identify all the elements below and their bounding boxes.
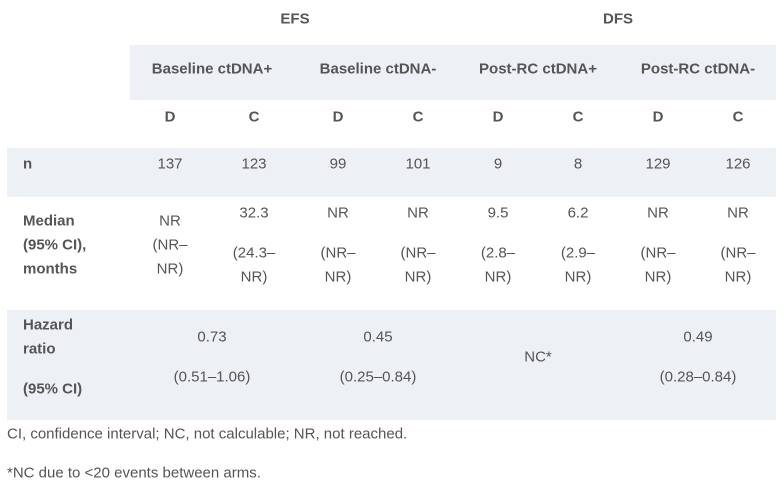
- row-label: months: [23, 260, 78, 278]
- cell: (NR–: [720, 244, 756, 262]
- cell: 129: [645, 155, 671, 173]
- subgroup-header: Baseline ctDNA-: [319, 60, 437, 78]
- cell: NR): [564, 268, 592, 286]
- cell: 123: [241, 155, 267, 173]
- cell: (0.28–0.84): [659, 368, 737, 386]
- subgroup-header: Post-RC ctDNA+: [479, 60, 597, 78]
- cell: 6.2: [567, 204, 589, 222]
- arm-header: C: [412, 108, 424, 126]
- cell: 8: [573, 155, 583, 173]
- cell: (24.3–: [232, 244, 276, 262]
- subgroup-header: Post-RC ctDNA-: [640, 60, 756, 78]
- group-header: EFS: [280, 10, 310, 28]
- cell: NR): [724, 268, 752, 286]
- cell: 9.5: [487, 204, 509, 222]
- cell: NR: [407, 204, 429, 222]
- arm-header: C: [732, 108, 744, 126]
- cell: NR): [404, 268, 432, 286]
- row-label: n: [23, 155, 33, 173]
- cell: NR): [644, 268, 672, 286]
- row-label: ratio: [23, 340, 56, 358]
- cell: 101: [405, 155, 431, 173]
- cell: (NR–: [400, 244, 436, 262]
- cell: (NR–: [152, 236, 188, 254]
- group-header: DFS: [603, 10, 633, 28]
- cell: NR): [240, 268, 268, 286]
- arm-header: D: [332, 108, 344, 126]
- cell: NR: [727, 204, 749, 222]
- cell: NR: [647, 204, 669, 222]
- arm-header: D: [652, 108, 664, 126]
- cell: NR): [484, 268, 512, 286]
- cell: (NR–: [640, 244, 676, 262]
- cell: NR): [156, 260, 184, 278]
- header-band: [130, 45, 776, 100]
- arm-header: D: [492, 108, 504, 126]
- cell: (0.51–1.06): [173, 368, 251, 386]
- cell: 9: [493, 155, 503, 173]
- cell: NR: [159, 212, 181, 230]
- row-band: [7, 310, 776, 420]
- cell: NC*: [524, 348, 552, 366]
- cell: 0.45: [363, 328, 393, 346]
- row-band: [7, 148, 776, 197]
- arm-header: D: [164, 108, 176, 126]
- row-label: (95% CI),: [23, 236, 87, 254]
- footnote: CI, confidence interval; NC, not calcula…: [7, 425, 408, 443]
- cell: (0.25–0.84): [339, 368, 417, 386]
- cell: 126: [725, 155, 751, 173]
- arm-header: C: [248, 108, 260, 126]
- cell: (NR–: [320, 244, 356, 262]
- cell: 32.3: [239, 204, 269, 222]
- cell: (2.8–: [480, 244, 516, 262]
- row-label: (95% CI): [23, 380, 83, 398]
- cell: (2.9–: [560, 244, 596, 262]
- footnote: *NC due to <20 events between arms.: [7, 464, 261, 482]
- cell: 137: [157, 155, 183, 173]
- cell: NR: [327, 204, 349, 222]
- arm-header: C: [572, 108, 584, 126]
- cell: 0.73: [197, 328, 227, 346]
- row-label: Hazard: [23, 316, 74, 334]
- row-label: Median: [23, 212, 75, 230]
- cell: 0.49: [683, 328, 713, 346]
- cell: 99: [329, 155, 347, 173]
- subgroup-header: Baseline ctDNA+: [151, 60, 273, 78]
- cell: NR): [324, 268, 352, 286]
